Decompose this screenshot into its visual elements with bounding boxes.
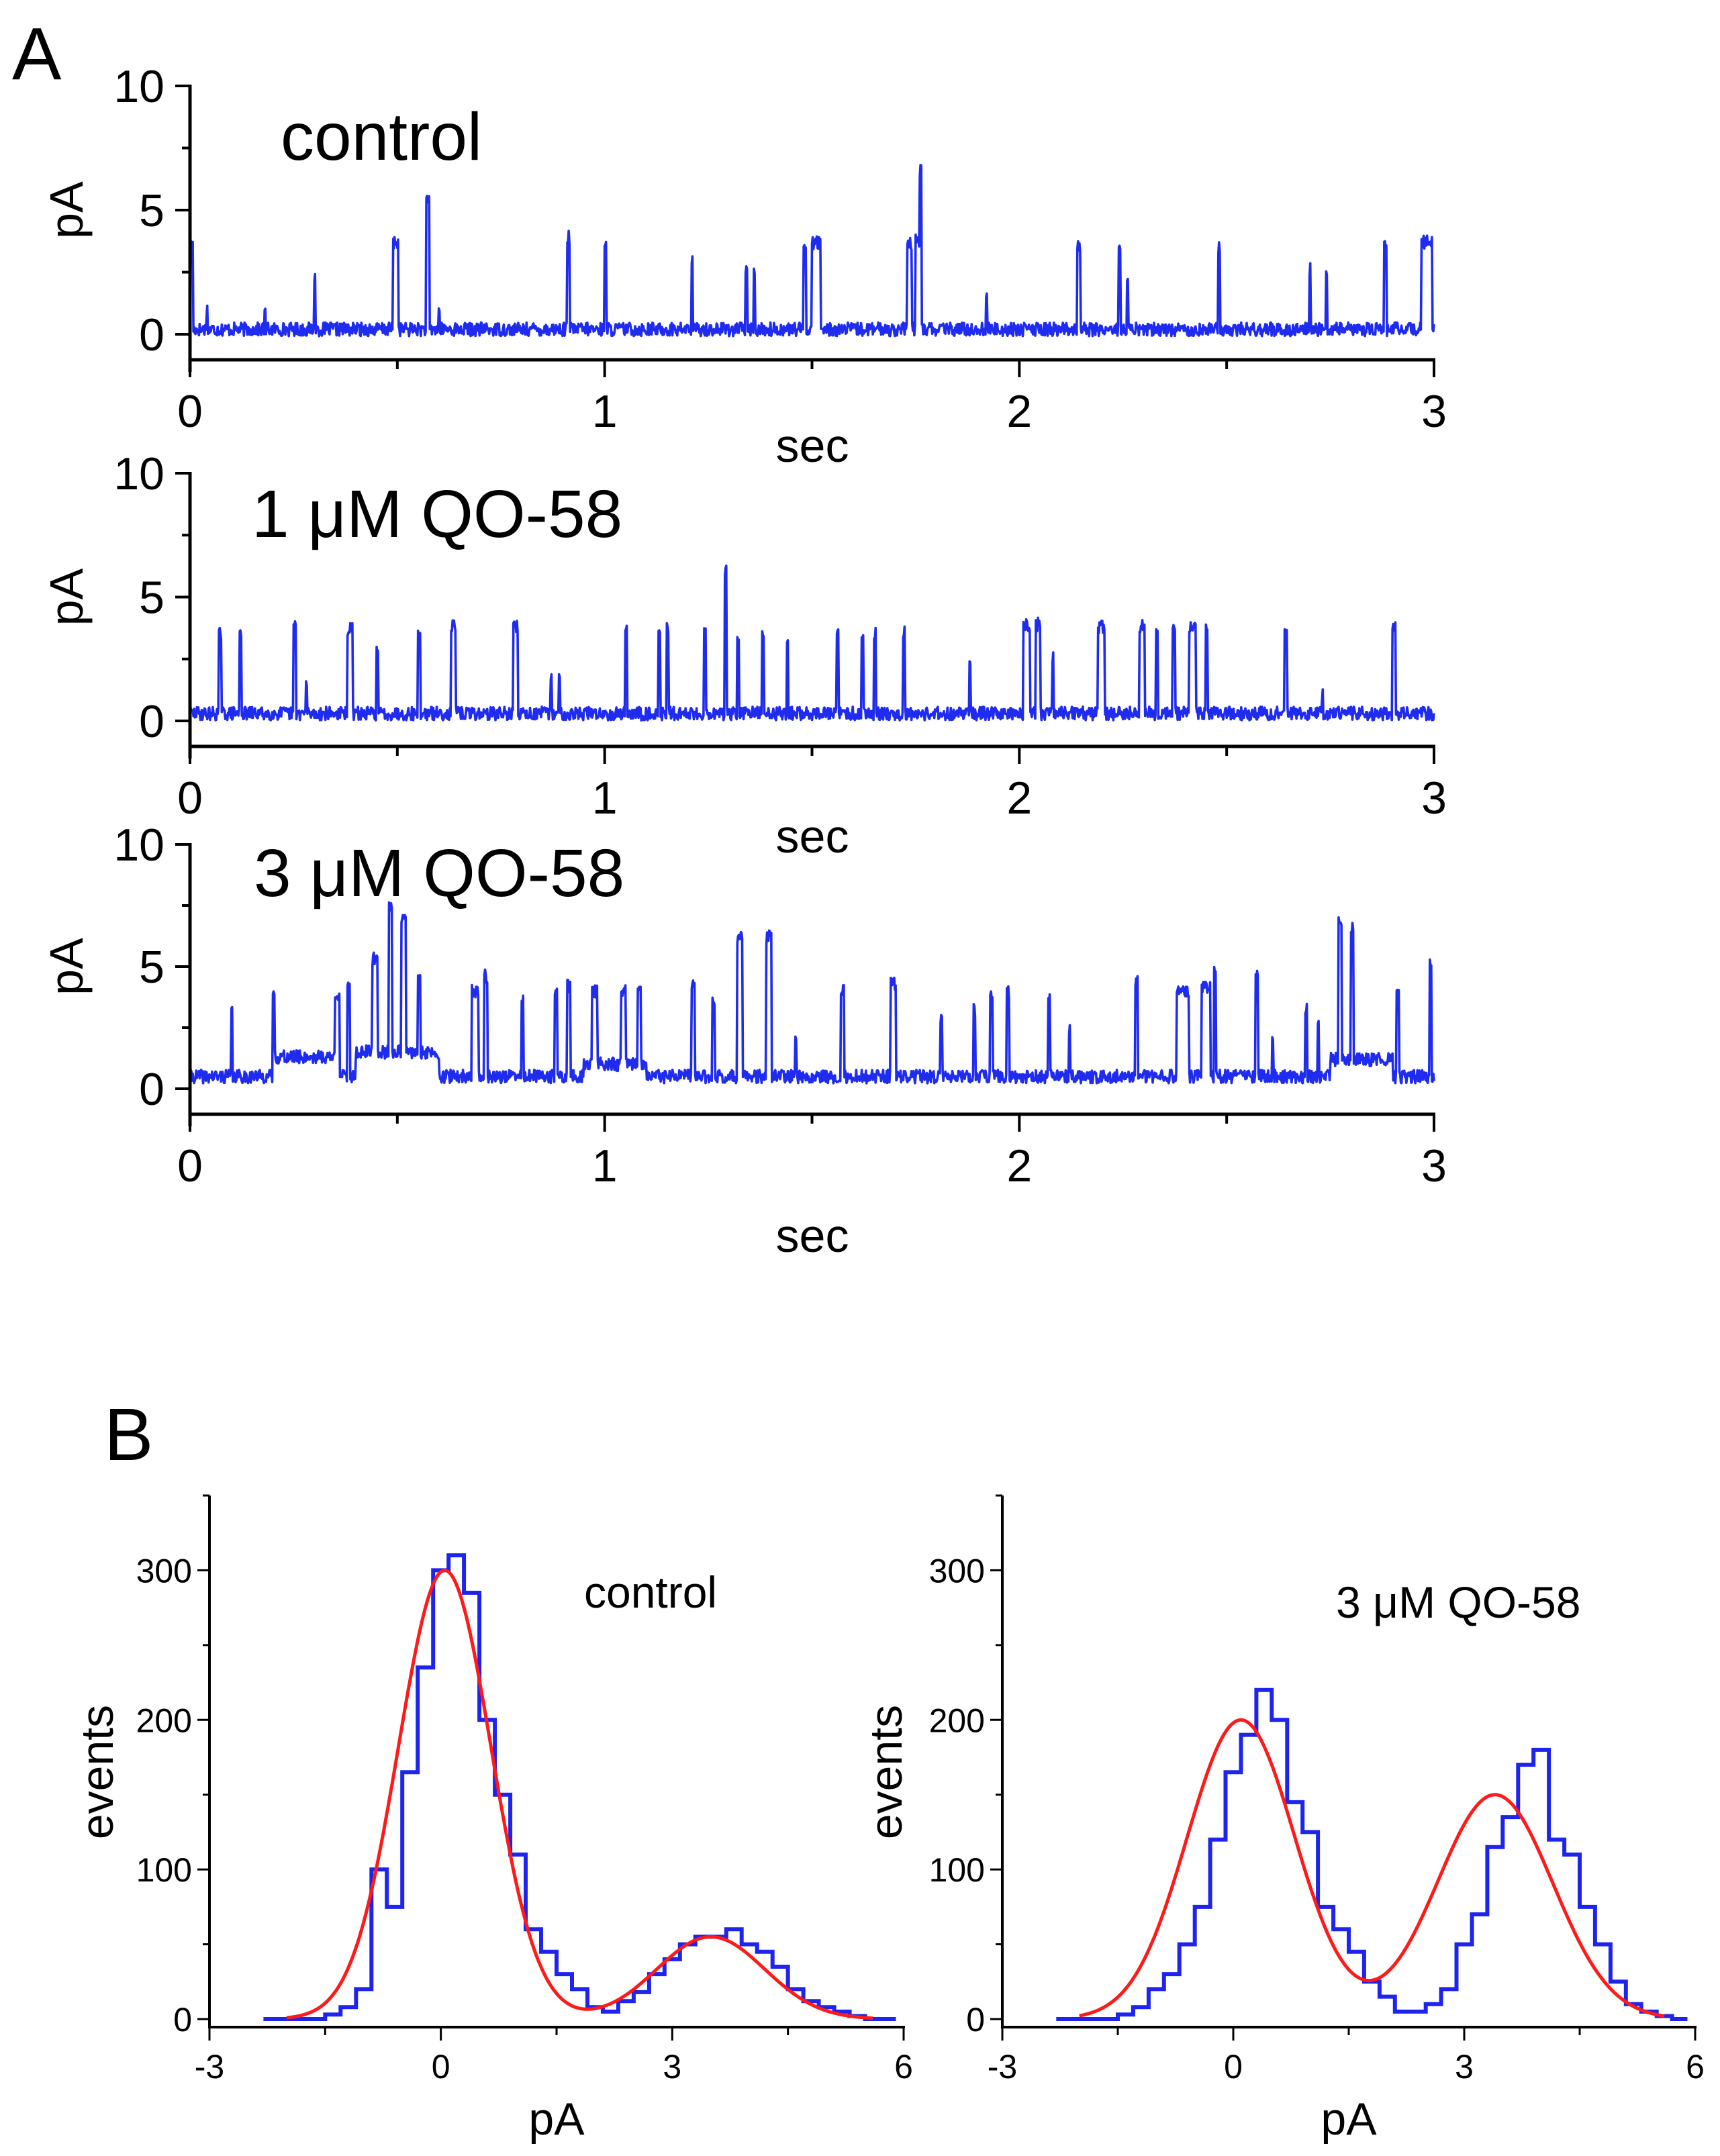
y-tick-label: 5 (139, 185, 164, 236)
histogram-bars (1056, 1687, 1688, 2021)
x-tick-label: 0 (432, 2048, 450, 2086)
histogram-condition-label: control (584, 1567, 717, 1617)
gaussian-fit-line (286, 1568, 873, 2020)
y-axis-label: pA (40, 938, 93, 995)
y-axis-label: pA (40, 568, 93, 626)
x-tick-label: 0 (177, 1140, 203, 1191)
x-axis-label: sec (776, 810, 849, 863)
x-tick-label: 1 (592, 1140, 618, 1191)
x-tick-label: -3 (988, 2048, 1017, 2086)
x-tick-label: 3 (663, 2048, 681, 2086)
y-tick-label: 5 (139, 942, 164, 993)
x-tick-label: 0 (177, 386, 203, 437)
x-tick-label: 3 (1455, 2048, 1474, 2086)
x-tick-label: 0 (177, 773, 203, 824)
x-tick-label: 2 (1006, 1140, 1032, 1191)
x-tick-label: 3 (1421, 773, 1447, 824)
x-axis-label: sec (776, 1210, 849, 1262)
x-tick-label: 1 (592, 386, 618, 437)
trace-panel-0: 0 5 10 0 1 2 3 pA sec control (40, 61, 1447, 472)
x-tick-label: 6 (894, 2048, 913, 2086)
x-tick-label: 2 (1006, 386, 1032, 437)
x-tick-label: 3 (1421, 386, 1447, 437)
gaussian-fit-line (1079, 1718, 1665, 2018)
x-tick-label: 6 (1686, 2048, 1705, 2086)
x-axis-label: pA (528, 2094, 585, 2145)
x-axis-label: pA (1321, 2094, 1377, 2145)
y-tick-label: 10 (113, 61, 164, 112)
trace-condition-label: 1 μM QO-58 (252, 477, 622, 552)
y-tick-label: 0 (966, 2001, 985, 2039)
panel-a-letter: A (12, 13, 62, 95)
panel-b-letter: B (104, 1393, 153, 1476)
x-tick-label: 3 (1421, 1140, 1447, 1191)
y-tick-label: 0 (139, 696, 164, 747)
x-tick-label: 1 (592, 773, 618, 824)
histogram-condition-label: 3 μM QO-58 (1336, 1577, 1580, 1627)
y-tick-label: 300 (136, 1552, 192, 1589)
y-tick-label: 0 (173, 2001, 192, 2039)
trace-signal-line (189, 565, 1435, 722)
x-axis-label: sec (776, 420, 849, 472)
y-tick-label: 5 (139, 573, 164, 624)
trace-signal-line (189, 164, 1435, 338)
y-tick-label: 300 (929, 1552, 985, 1589)
x-tick-label: 2 (1006, 773, 1032, 824)
histogram-bars (263, 1553, 896, 2021)
y-axis-label: events (72, 1705, 123, 1839)
y-tick-label: 200 (929, 1702, 985, 1739)
y-tick-label: 100 (929, 1851, 985, 1889)
trace-panel-1: 0 5 10 0 1 2 3 pA sec 1 μM QO-58 (40, 448, 1447, 863)
y-tick-label: 10 (113, 448, 164, 499)
y-tick-label: 0 (139, 1064, 164, 1115)
trace-condition-label: 3 μM QO-58 (254, 836, 624, 911)
x-tick-label: -3 (195, 2048, 224, 2086)
trace-signal-line (189, 901, 1435, 1085)
y-tick-label: 100 (136, 1851, 192, 1889)
y-tick-label: 200 (136, 1702, 192, 1739)
y-axis-label: events (861, 1705, 912, 1839)
trace-condition-label: control (281, 99, 482, 175)
y-tick-label: 0 (139, 309, 164, 360)
trace-panel-2: 0 5 10 0 1 2 3 pA sec 3 μM QO-58 (40, 820, 1447, 1262)
x-tick-label: 0 (1224, 2048, 1243, 2086)
y-axis-label: pA (40, 181, 93, 239)
y-tick-label: 10 (113, 820, 164, 871)
